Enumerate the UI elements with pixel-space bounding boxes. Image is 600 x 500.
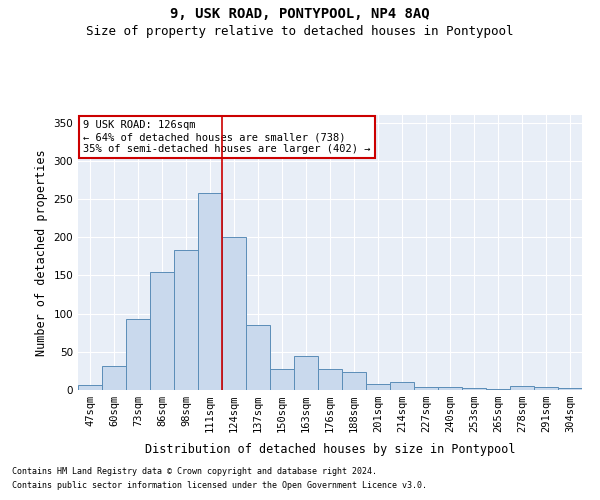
- Text: 9 USK ROAD: 126sqm
← 64% of detached houses are smaller (738)
35% of semi-detach: 9 USK ROAD: 126sqm ← 64% of detached hou…: [83, 120, 371, 154]
- Bar: [558, 388, 582, 390]
- Text: Size of property relative to detached houses in Pontypool: Size of property relative to detached ho…: [86, 25, 514, 38]
- Bar: [246, 325, 270, 390]
- Bar: [270, 370, 294, 390]
- Bar: [126, 319, 150, 390]
- Y-axis label: Number of detached properties: Number of detached properties: [35, 149, 48, 356]
- Bar: [102, 366, 126, 390]
- Text: Contains public sector information licensed under the Open Government Licence v3: Contains public sector information licen…: [12, 481, 427, 490]
- Bar: [486, 389, 510, 390]
- Bar: [366, 384, 390, 390]
- Bar: [462, 388, 486, 390]
- Bar: [342, 372, 366, 390]
- Bar: [198, 193, 222, 390]
- Bar: [222, 237, 246, 390]
- Bar: [438, 387, 462, 390]
- Bar: [150, 272, 174, 390]
- Bar: [318, 370, 342, 390]
- Bar: [390, 382, 414, 390]
- Bar: [294, 356, 318, 390]
- Text: 9, USK ROAD, PONTYPOOL, NP4 8AQ: 9, USK ROAD, PONTYPOOL, NP4 8AQ: [170, 8, 430, 22]
- Bar: [414, 387, 438, 390]
- Text: Distribution of detached houses by size in Pontypool: Distribution of detached houses by size …: [145, 442, 515, 456]
- Bar: [510, 386, 534, 390]
- Text: Contains HM Land Registry data © Crown copyright and database right 2024.: Contains HM Land Registry data © Crown c…: [12, 467, 377, 476]
- Bar: [534, 387, 558, 390]
- Bar: [174, 250, 198, 390]
- Bar: [78, 386, 102, 390]
